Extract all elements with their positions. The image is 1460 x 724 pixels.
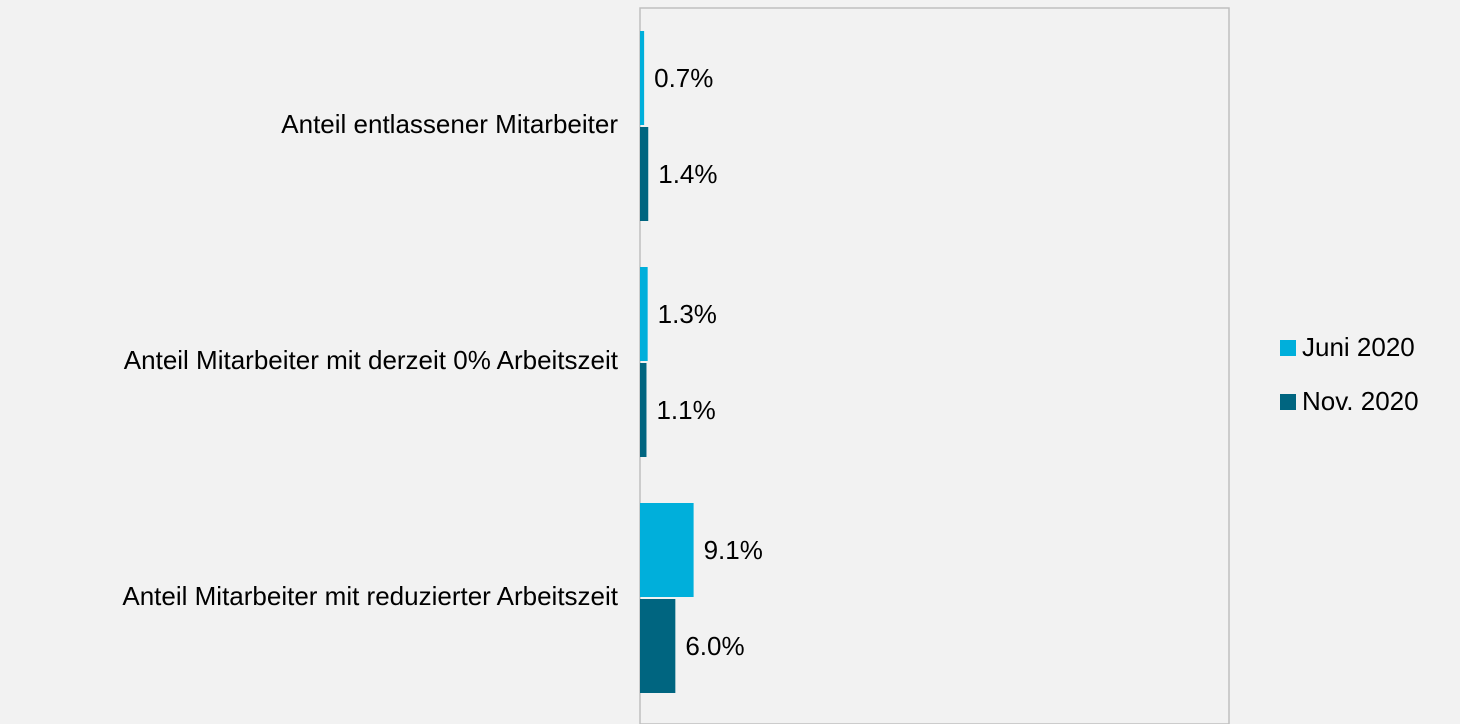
legend-label: Nov. 2020 — [1302, 386, 1419, 416]
data-label: 1.1% — [656, 395, 715, 425]
legend-swatch — [1280, 340, 1296, 356]
data-label: 6.0% — [685, 631, 744, 661]
bar — [640, 267, 648, 361]
bar — [640, 599, 676, 693]
data-label: 9.1% — [704, 535, 763, 565]
bar — [640, 127, 649, 221]
y-tick-label: Anteil Mitarbeiter mit derzeit 0% Arbeit… — [124, 345, 619, 375]
y-tick-label: Anteil Mitarbeiter mit reduzierter Arbei… — [122, 581, 618, 611]
data-label: 1.3% — [658, 299, 717, 329]
bar — [640, 363, 647, 457]
data-label: 1.4% — [658, 159, 717, 189]
bar — [640, 503, 694, 597]
data-label: 0.7% — [654, 63, 713, 93]
legend-swatch — [1280, 394, 1296, 410]
bar — [640, 31, 645, 125]
legend-label: Juni 2020 — [1302, 332, 1415, 362]
plot-frame — [639, 7, 1230, 724]
y-tick-label: Anteil entlassener Mitarbeiter — [281, 109, 618, 139]
